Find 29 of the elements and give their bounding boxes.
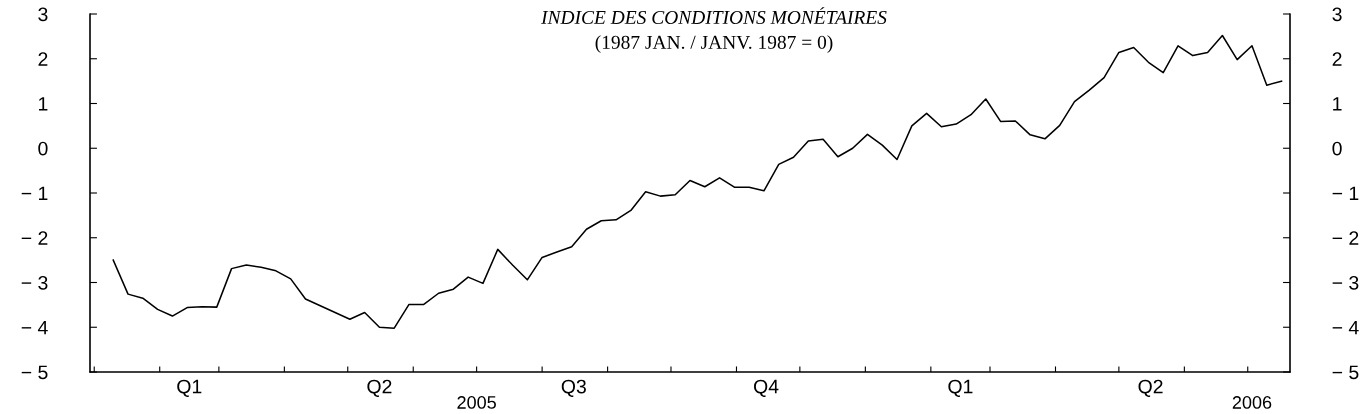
x-tick-label: Q2 xyxy=(367,379,392,397)
y2-tick-label: 0 xyxy=(1332,141,1342,156)
y-tick-label: − 4 xyxy=(21,320,48,335)
x-tick-label: Q1 xyxy=(948,379,973,397)
y-tick-label: 3 xyxy=(38,7,48,22)
y2-tick-label: 3 xyxy=(1332,7,1342,22)
text: (1987 JAN. / JANV. 1987 = 0) xyxy=(595,35,833,53)
x2-tick-label: 2005 xyxy=(457,396,496,409)
y2-tick-label: − 2 xyxy=(1332,231,1359,245)
y2-tick-label: − 3 xyxy=(1332,275,1359,290)
y2-tick-label: − 4 xyxy=(1332,320,1359,335)
y2-tick-label: − 5 xyxy=(1332,365,1359,380)
y2-tick-label: 1 xyxy=(1333,97,1342,111)
line-series xyxy=(112,34,1283,329)
chart-title: INDICE DES CONDITIONS MONÉTAIRES xyxy=(541,7,887,25)
x-tick-label: Q3 xyxy=(561,379,586,397)
x-tick-label: Q4 xyxy=(754,379,779,397)
y-tick-label: 1 xyxy=(39,97,48,111)
x2-tick-label: 2006 xyxy=(1232,396,1272,409)
y2-tick-label: 2 xyxy=(1332,52,1342,66)
y-tick-label: − 5 xyxy=(21,365,48,380)
y-tick-label: 2 xyxy=(38,52,48,66)
x-tick-label: Q1 xyxy=(177,379,202,397)
x-tick-label: Q2 xyxy=(1138,379,1163,397)
y-tick-label: 0 xyxy=(38,141,48,156)
y-tick-label: − 2 xyxy=(21,231,48,245)
y2-tick-label: − 1 xyxy=(1332,186,1359,201)
y-tick-label: − 3 xyxy=(21,275,48,290)
y-tick-label: − 1 xyxy=(21,186,48,201)
